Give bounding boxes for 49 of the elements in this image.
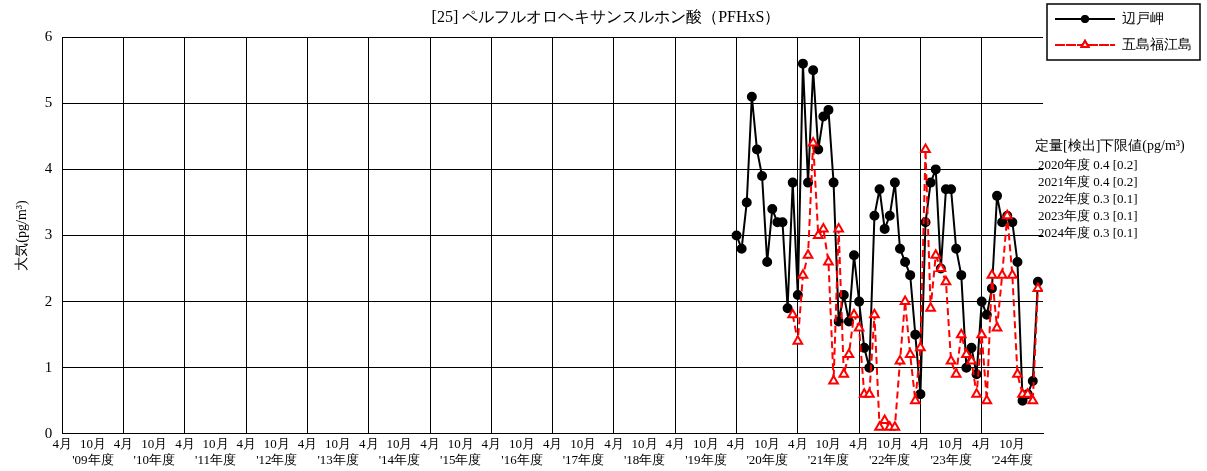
annotation: 2021年度 0.4 [0.2] (1038, 173, 1139, 190)
x-tick-label: 4月 (665, 436, 685, 452)
x-tick-label: 10月 '21年度 (807, 436, 850, 467)
y-tick-label: 6 (44, 28, 53, 45)
chart-title: [25] ペルフルオロヘキサンスルホン酸（PFHxS） (431, 7, 781, 25)
x-tick-label: 10月 '12年度 (256, 436, 298, 467)
annotation: 2024年度 0.3 [0.1] (1038, 224, 1139, 241)
annotation: 定量[検出]下限値(pg/m³) (1035, 137, 1185, 154)
legend-label: 五島福江島 (1122, 36, 1192, 52)
y-tick-label: 5 (44, 94, 53, 111)
x-tick-label: 10月 '17年度 (562, 436, 604, 467)
x-tick-label: 4月 (604, 436, 624, 452)
x-tick-label: 10月 '24年度 (991, 436, 1034, 467)
y-axis-title: 大気(pg/m³) (14, 200, 31, 271)
x-tick-label: 4月 (113, 436, 134, 452)
x-tick-label: 10月 '09年度 (72, 436, 114, 467)
x-tick-label: 10月 '13年度 (317, 436, 359, 467)
x-tick-label: 4月 (236, 436, 256, 452)
annotation: 2023年度 0.3 [0.1] (1038, 207, 1139, 224)
x-tick-label: 10月 '23年度 (930, 436, 972, 467)
x-tick-label: 10月 '16年度 (501, 436, 543, 467)
x-tick-label: 10月 '11年度 (195, 436, 236, 467)
annotation: 2022年度 0.3 [0.1] (1038, 190, 1139, 207)
x-tick-label: 4月 (420, 436, 440, 452)
x-tick-label: 4月 (726, 436, 747, 452)
y-tick-label: 2 (44, 292, 53, 309)
y-tick-label: 1 (44, 358, 53, 375)
x-tick-label: 10月 '19年度 (685, 436, 727, 467)
legend-label: 辺戸岬 (1122, 10, 1164, 26)
x-tick-label: 10月 '14年度 (378, 436, 421, 467)
annotation: 2020年度 0.4 [0.2] (1038, 156, 1139, 173)
y-tick-label: 3 (44, 226, 53, 243)
x-tick-label: 10月 '22年度 (869, 436, 911, 467)
x-tick-label: 4月 (971, 436, 992, 452)
x-tick-label: 4月 (849, 436, 869, 452)
x-tick-label: 4月 (542, 436, 563, 452)
y-tick-label: 4 (44, 160, 53, 177)
x-tick-label: 10月 '18年度 (623, 436, 666, 467)
x-tick-label: 4月 (175, 436, 195, 452)
x-tick-label: 4月 (52, 436, 73, 452)
x-tick-label: 10月 '15年度 (440, 436, 482, 467)
x-tick-label: 10月 '10年度 (133, 436, 175, 467)
y-tick-label: 0 (44, 424, 53, 441)
x-tick-label: 4月 (481, 436, 502, 452)
x-tick-label: 4月 (788, 436, 808, 452)
x-tick-label: 4月 (297, 436, 318, 452)
x-tick-label: 4月 (910, 436, 931, 452)
x-tick-label: 10月 '20年度 (746, 436, 788, 467)
x-tick-label: 4月 (359, 436, 379, 452)
